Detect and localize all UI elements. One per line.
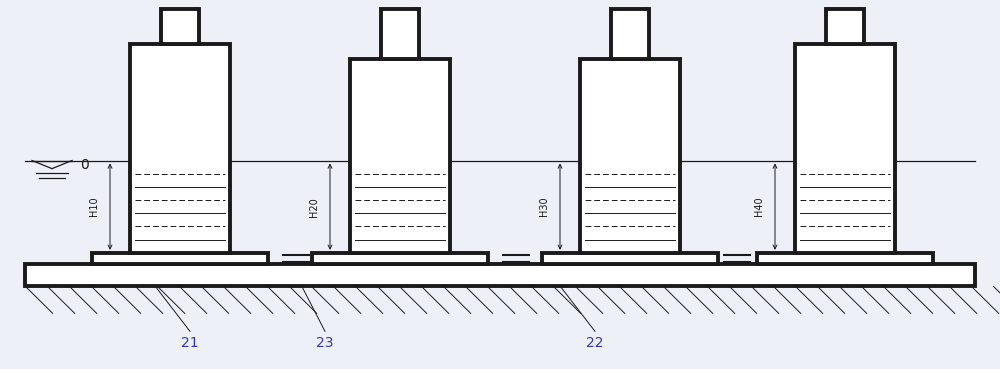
Text: H10: H10 (89, 197, 99, 217)
Text: 23: 23 (316, 336, 334, 350)
Text: H20: H20 (309, 197, 319, 217)
Bar (161, 9, 199, 44)
Bar (312, 253, 488, 264)
Bar (350, 59, 450, 253)
Text: #: # (854, 7, 863, 17)
Bar (92, 253, 268, 264)
Bar (580, 59, 680, 253)
Text: 1: 1 (162, 8, 174, 25)
Text: 4: 4 (826, 8, 839, 25)
Text: 0: 0 (80, 158, 89, 172)
Bar (757, 253, 933, 264)
Bar (381, 9, 419, 59)
Text: 22: 22 (586, 336, 604, 350)
Text: 21: 21 (181, 336, 199, 350)
Bar (542, 253, 718, 264)
Bar (130, 44, 230, 253)
Text: 2: 2 (382, 8, 394, 25)
Bar (826, 9, 864, 44)
Text: H30: H30 (539, 197, 549, 217)
Bar (611, 9, 649, 59)
Bar (795, 44, 895, 253)
Text: H40: H40 (754, 197, 764, 217)
Text: 3: 3 (612, 8, 624, 25)
Text: #: # (189, 7, 198, 17)
Bar (25, 264, 975, 286)
Text: #: # (639, 7, 648, 17)
Text: #: # (409, 7, 418, 17)
